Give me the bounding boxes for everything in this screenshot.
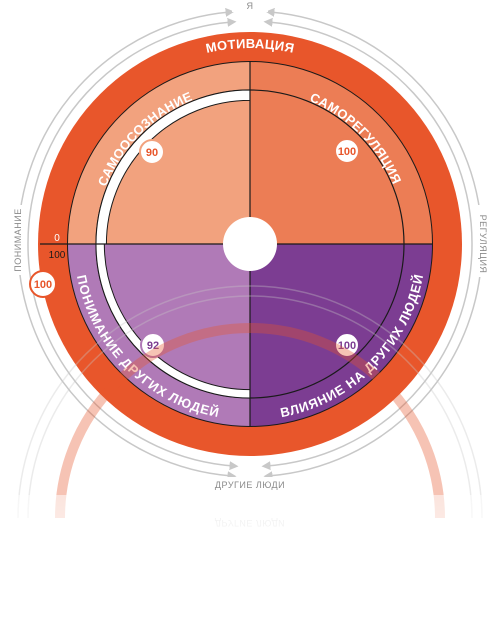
score-badge-self-regulation: 100	[334, 138, 360, 164]
score-value-influence-others: 100	[338, 340, 356, 352]
arrow-arc-bottom-left-outer	[17, 243, 237, 481]
arrow-arc-top-right-outer	[265, 7, 483, 245]
axis-label-top: Я	[247, 1, 254, 11]
score-badge-self-awareness: 90	[139, 139, 165, 165]
arrow-arc-top-right-inner	[263, 17, 473, 245]
score-badge-motivation: 100	[29, 270, 57, 298]
score-value-self-awareness: 90	[146, 147, 158, 159]
score-value-motivation: 100	[34, 279, 52, 291]
arrow-arc-bottom-right-inner	[261, 243, 473, 471]
arrow-arc-top-left-inner	[27, 17, 237, 245]
arrow-arc-bottom-right-outer	[263, 243, 483, 481]
scale-min-label: 0	[54, 233, 60, 244]
axis-label-bottom: ДРУГИЕ ЛЮДИ	[215, 480, 285, 490]
score-badge-understanding-others: 92	[140, 332, 166, 358]
score-value-self-regulation: 100	[338, 146, 356, 158]
floor-reflection	[17, 285, 483, 519]
score-badge-influence-others: 100	[334, 332, 360, 358]
score-value-understanding-others: 92	[147, 340, 159, 352]
reflection-fade	[0, 495, 500, 612]
arrow-arc-top-left-outer	[17, 7, 235, 245]
axis-label-left: ПОНИМАНИЕ	[13, 208, 23, 271]
center-hub	[223, 217, 277, 271]
scale-max-label: 100	[49, 250, 66, 261]
axis-label-right: РЕГУЛЯЦИЯ	[478, 215, 488, 274]
